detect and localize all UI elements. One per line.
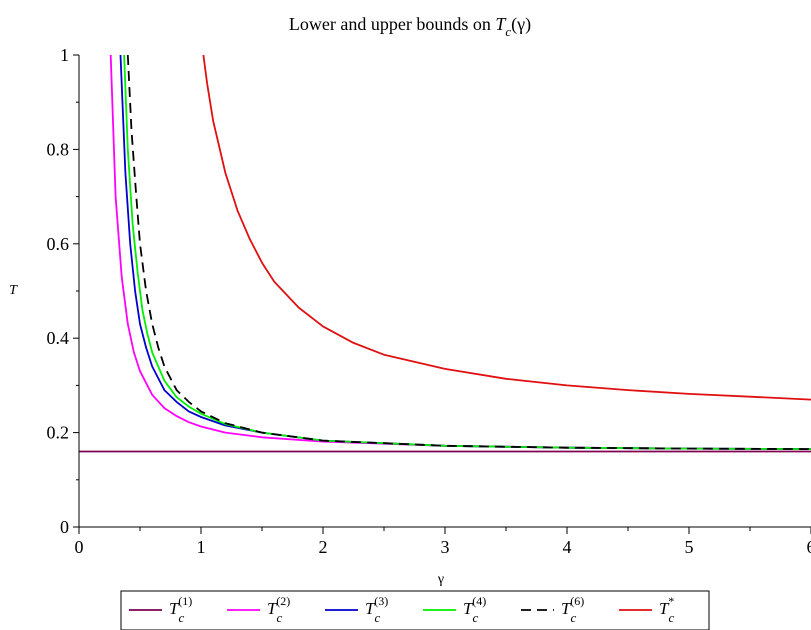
chart-title-var: T	[495, 14, 507, 34]
x-tick-label: 3	[441, 537, 450, 557]
x-tick-label: 0	[75, 537, 84, 557]
y-tick-label: 1	[60, 45, 69, 65]
plot-area: 0 1 2 3 4 5 6 0 0.2 0.4 0.6 0.8 1	[47, 45, 811, 557]
y-tick-label: 0	[60, 517, 69, 537]
legend-box	[120, 590, 710, 630]
x-tick-label: 1	[197, 537, 206, 557]
chart-title-sub: c	[505, 24, 511, 39]
legend: Tc(1) Tc(2) Tc(3) Tc(4) Tc(6) Tc*	[120, 590, 710, 630]
x-tick-label: 6	[807, 537, 811, 557]
chart-title-prefix: Lower and upper bounds on	[289, 14, 495, 34]
legend-label-2: Tc(2)	[267, 594, 290, 625]
legend-label-4: Tc(4)	[463, 594, 486, 625]
y-tick-label: 0.6	[47, 234, 70, 254]
series-line-6	[202, 54, 811, 401]
series-line-5	[126, 54, 811, 450]
chart-title: Lower and upper bounds on Tc(γ)	[289, 14, 531, 39]
y-tick-label: 0.4	[47, 328, 70, 348]
x-tick-label: 4	[563, 537, 572, 557]
y-tick-label: 0.8	[47, 139, 70, 159]
legend-label-6: Tc*	[659, 594, 674, 625]
series-group	[79, 54, 811, 453]
series-line-3	[119, 54, 811, 450]
chart-title-arg: (γ)	[511, 14, 531, 35]
y-axis-label: T	[9, 283, 18, 298]
x-tick-label: 2	[319, 537, 328, 557]
series-line-2	[109, 54, 811, 450]
legend-label-3: Tc(3)	[365, 594, 388, 625]
x-axis-label: γ	[437, 572, 444, 587]
legend-label-1: Tc(1)	[169, 594, 192, 625]
series-line-4	[123, 54, 811, 450]
x-tick-label: 5	[685, 537, 694, 557]
legend-label-5: Tc(6)	[561, 594, 584, 625]
y-tick-label: 0.2	[47, 423, 70, 443]
